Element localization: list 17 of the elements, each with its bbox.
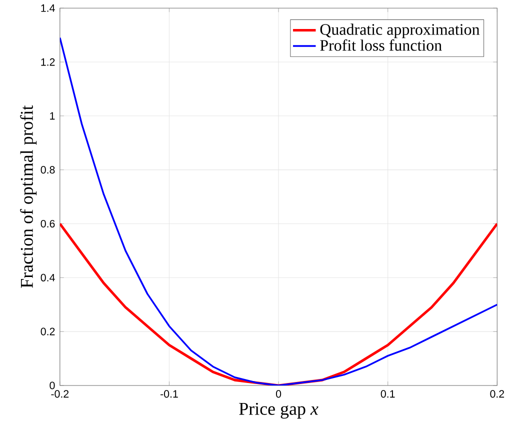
y-tick-label: 0 [50,382,55,390]
y-tick-label: 0.6 [40,220,55,228]
y-tick-label: 0.8 [40,166,55,174]
x-tick-label: 0.1 [380,390,395,398]
x-axis-title: Price gap x [239,402,318,418]
x-tick-label: 0.2 [490,390,504,398]
y-tick-label: 1.4 [41,4,55,12]
legend-label: Quadratic approximation [320,23,480,38]
x-tick-label: -0.1 [160,390,178,398]
x-tick-label: -0.2 [51,390,69,398]
y-axis-title: Fraction of optimal profit [20,105,37,288]
y-tick-label: 1.2 [41,58,55,66]
x-tick-label: 0 [276,390,282,398]
y-tick-label: 0.2 [40,328,55,336]
y-tick-label: 0.4 [40,274,55,282]
y-tick-label: 1 [50,112,55,120]
legend-label: Profit loss function [320,39,442,51]
